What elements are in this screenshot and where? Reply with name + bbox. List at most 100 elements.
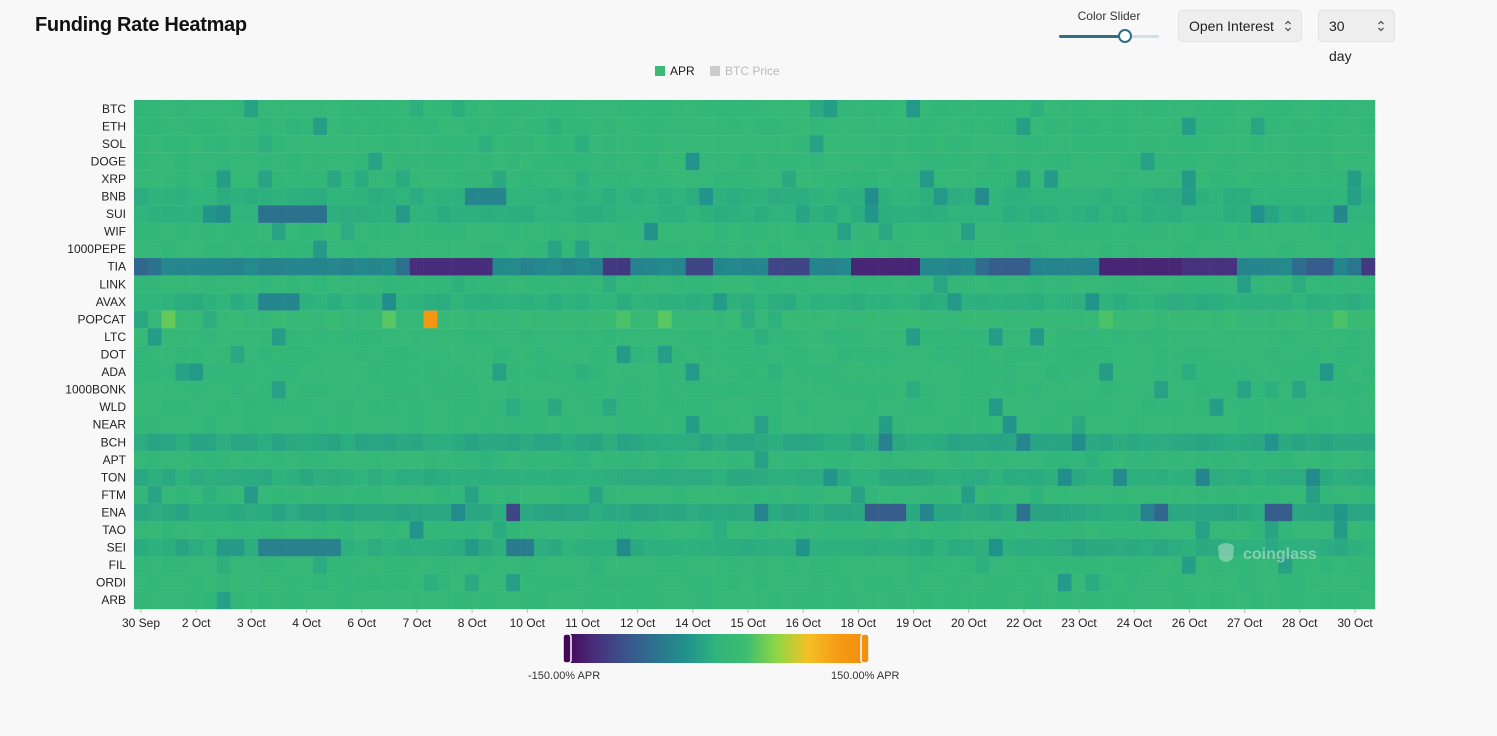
heatmap-cell: [533, 451, 548, 469]
heatmap-cell: [864, 293, 879, 311]
heatmap-cell: [1306, 275, 1321, 294]
heatmap-cell: [258, 152, 273, 171]
heatmap-cell: [451, 468, 466, 487]
color-slider[interactable]: Color Slider: [1058, 9, 1160, 45]
heatmap-cell: [1223, 328, 1238, 346]
heatmap-cell: [726, 240, 741, 259]
heatmap-cell: [782, 328, 797, 346]
heatmap-cell: [1016, 556, 1031, 575]
heatmap-cell: [1016, 257, 1031, 276]
heatmap-cell: [533, 591, 548, 610]
heatmap-cell: [161, 363, 176, 382]
heatmap-cell: [561, 433, 576, 452]
heatmap-cell: [1181, 328, 1196, 346]
legend-item-btc-price[interactable]: BTC Price: [710, 64, 780, 78]
heatmap-cell: [368, 257, 383, 276]
heatmap-cell: [1347, 556, 1362, 575]
heatmap-cell: [740, 398, 755, 417]
heatmap-cell: [699, 205, 714, 224]
heatmap-cell: [947, 415, 962, 434]
range-select[interactable]: 30 day: [1318, 10, 1395, 64]
heatmap-cell: [1223, 380, 1238, 399]
coinglass-logo-icon: [1218, 543, 1234, 562]
heatmap-cell: [1071, 222, 1086, 241]
heatmap-cell: [1306, 152, 1321, 171]
heatmap-cell: [244, 521, 259, 540]
color-slider-thumb[interactable]: [1118, 29, 1132, 43]
heatmap-cell: [492, 328, 507, 346]
heatmap-cell: [1209, 415, 1224, 434]
heatmap-cell: [520, 205, 535, 224]
heatmap-cell: [1237, 135, 1252, 153]
heatmap-cell: [1085, 293, 1100, 311]
heatmap-cell: [616, 117, 631, 136]
heatmap-cell: [961, 521, 976, 540]
heatmap-cell: [754, 398, 769, 417]
heatmap-cell: [161, 100, 176, 118]
heatmap-cell: [1057, 205, 1072, 224]
heatmap-cell: [919, 503, 935, 522]
heatmap-cell: [1113, 556, 1128, 575]
heatmap-cell: [837, 556, 852, 575]
heatmap-cell: [533, 398, 548, 417]
heatmap-cell: [134, 556, 149, 575]
heatmap-cell: [230, 257, 245, 276]
heatmap-cell: [368, 328, 383, 346]
heatmap-cell: [1057, 573, 1072, 592]
heatmap-cell: [1347, 293, 1362, 311]
heatmap-cell: [189, 275, 204, 294]
heatmap-cell: [244, 170, 259, 189]
heatmap-cell: [1140, 310, 1155, 329]
heatmap-cell: [175, 521, 190, 540]
heatmap-cell: [1154, 451, 1169, 469]
heatmap-cell: [285, 240, 300, 259]
heatmap-cell: [1085, 398, 1100, 417]
heatmap-cell: [271, 310, 286, 329]
heatmap-cell: [685, 170, 700, 189]
heatmap-cell: [1319, 538, 1334, 557]
heatmap-cell: [740, 328, 755, 346]
heatmap-cell: [216, 556, 231, 575]
heatmap-cell: [451, 205, 466, 224]
heatmap-cell: [271, 257, 286, 276]
heatmap-cell: [313, 433, 328, 452]
sort-select[interactable]: Open Interest: [1178, 10, 1302, 42]
heatmap-cell: [657, 135, 673, 153]
heatmap-cell: [175, 310, 190, 329]
heatmap-cell: [1016, 521, 1031, 540]
heatmap-cell: [699, 503, 714, 522]
heatmap-cell: [1126, 503, 1141, 522]
heatmap-cell: [561, 310, 576, 329]
y-tick-label: SEI: [107, 541, 126, 555]
heatmap-cell: [1181, 135, 1196, 153]
heatmap-cell: [1306, 328, 1321, 346]
heatmap-cell: [1002, 451, 1017, 469]
heatmap-cell: [644, 187, 659, 206]
heatmap-cell: [423, 433, 438, 452]
heatmap-cell: [244, 380, 259, 399]
heatmap-cell: [1113, 468, 1128, 487]
heatmap-cell: [1347, 380, 1362, 399]
heatmap-cell: [1099, 415, 1114, 434]
heatmap-cell: [1209, 187, 1224, 206]
heatmap-cell: [1209, 380, 1224, 399]
heatmap-cell: [919, 573, 935, 592]
heatmap-cell: [464, 433, 479, 452]
heatmap-cell: [1181, 363, 1196, 382]
heatmap-cell: [395, 591, 411, 610]
heatmap-cell: [961, 538, 976, 557]
heatmap-cell: [837, 135, 852, 153]
heatmap-cell: [409, 293, 424, 311]
color-slider-track[interactable]: [1059, 35, 1159, 38]
heatmap-cell: [575, 380, 590, 399]
heatmap-cell: [1278, 591, 1293, 610]
heatmap-cell: [1347, 187, 1362, 206]
heatmap-cell: [657, 538, 673, 557]
heatmap-cell: [657, 240, 673, 259]
heatmap-cell: [1044, 275, 1059, 294]
heatmap-cell: [1154, 556, 1169, 575]
legend-item-apr[interactable]: APR: [655, 64, 695, 78]
heatmap-cell: [671, 503, 686, 522]
heatmap-cell: [1264, 135, 1279, 153]
heatmap-cell: [216, 240, 231, 259]
